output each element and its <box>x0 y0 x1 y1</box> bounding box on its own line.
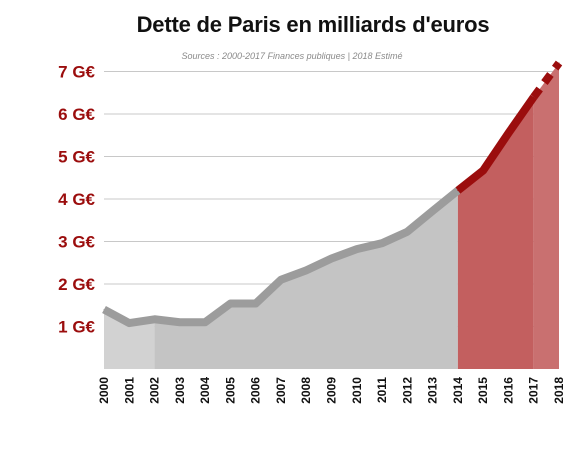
y-tick-label: 7 G€ <box>58 63 95 82</box>
x-tick-label: 2013 <box>426 377 440 404</box>
data-point <box>103 309 105 310</box>
x-tick-label: 2007 <box>274 377 288 404</box>
data-point <box>229 303 231 305</box>
data-point <box>558 62 560 64</box>
x-tick-label: 2015 <box>476 377 490 404</box>
data-point <box>406 231 408 233</box>
data-point <box>482 170 484 172</box>
area-2002-2014 <box>154 190 458 369</box>
x-tick-label: 2011 <box>375 377 389 403</box>
x-tick-label: 2000 <box>97 377 111 404</box>
data-point <box>204 321 206 323</box>
data-point <box>255 303 257 305</box>
y-tick-label: 6 G€ <box>58 105 95 124</box>
data-point <box>179 321 181 323</box>
data-point <box>356 248 358 250</box>
x-tick-label: 2001 <box>122 377 136 404</box>
x-tick-label: 2014 <box>451 377 465 404</box>
line-2014-2017 <box>455 94 537 194</box>
x-tick-label: 2003 <box>173 377 187 404</box>
y-tick-label: 4 G€ <box>58 190 95 209</box>
data-point <box>331 258 332 259</box>
x-tick-label: 2004 <box>198 377 212 404</box>
chart-subtitle: Sources : 2000-2017 Finances publiques |… <box>181 51 403 61</box>
line-2017-2018-estimate <box>530 60 563 100</box>
x-tick-label: 2018 <box>552 377 566 404</box>
y-tick-label: 2 G€ <box>58 275 95 294</box>
area-2017-2018-estimate <box>533 63 559 369</box>
data-point <box>432 210 434 212</box>
data-point <box>305 269 307 271</box>
x-tick-label: 2006 <box>249 377 263 404</box>
data-point <box>128 322 130 324</box>
x-tick-label: 2012 <box>400 377 414 404</box>
data-point <box>381 242 383 244</box>
y-tick-label: 3 G€ <box>58 233 95 252</box>
x-tick-label: 2010 <box>350 377 364 404</box>
y-tick-label: 5 G€ <box>58 148 95 167</box>
y-tick-label: 1 G€ <box>58 318 95 337</box>
data-point <box>154 318 156 320</box>
data-point <box>280 279 282 281</box>
data-point <box>533 96 535 98</box>
x-tick-label: 2002 <box>148 377 162 404</box>
data-point <box>457 190 459 191</box>
chart-title: Dette de Paris en milliards d'euros <box>136 12 490 37</box>
x-tick-label: 2005 <box>223 377 237 404</box>
data-point <box>507 132 509 134</box>
x-tick-label: 2008 <box>299 377 313 404</box>
area-2014-2017 <box>457 97 534 369</box>
x-tick-label: 2017 <box>527 377 541 404</box>
x-tick-label: 2009 <box>325 377 339 404</box>
x-tick-label: 2016 <box>501 377 515 404</box>
